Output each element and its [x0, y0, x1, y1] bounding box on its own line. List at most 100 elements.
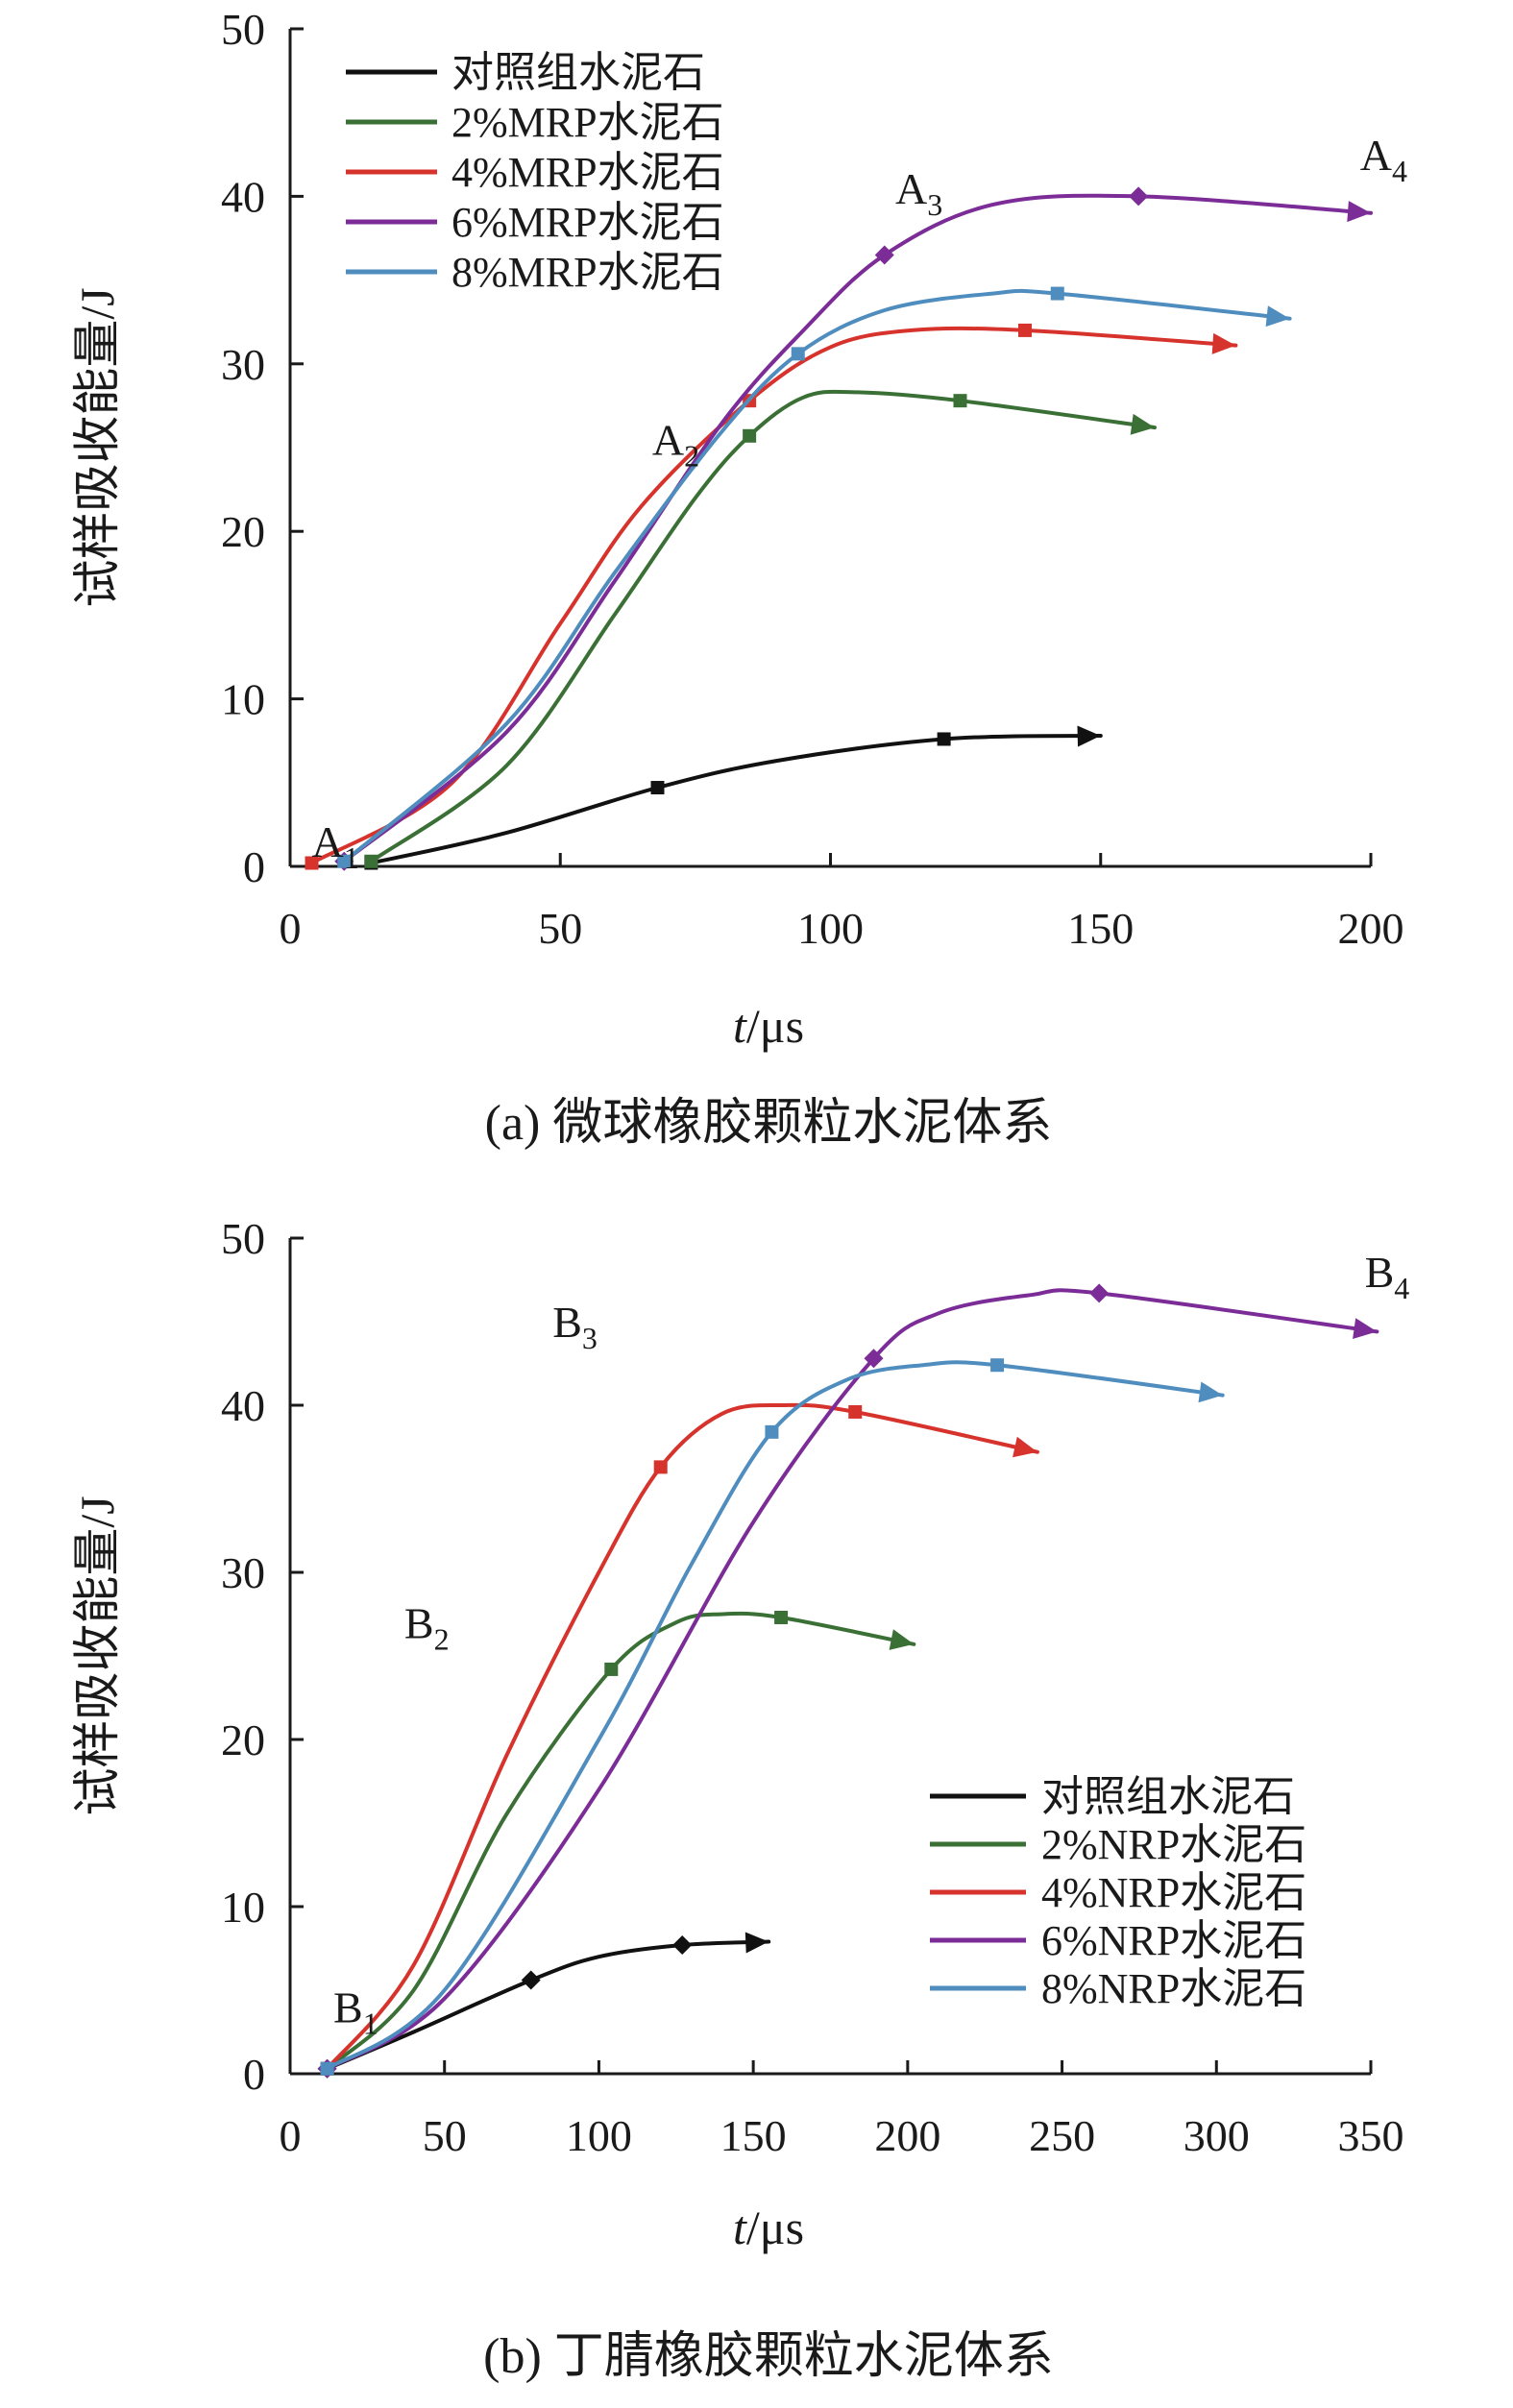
- x-tick-label: 50: [423, 2111, 467, 2160]
- legend-entry: 2%NRP水泥石: [1041, 1821, 1306, 1868]
- series-2: [320, 1610, 916, 2076]
- point-annotation: A4: [1360, 131, 1407, 188]
- data-point: [848, 1404, 863, 1419]
- x-tick-label: 200: [874, 2111, 940, 2160]
- series-line: [325, 1360, 1225, 2071]
- point-annotation: A1: [312, 817, 359, 875]
- point-annotation: B3: [552, 1298, 598, 1355]
- series-line: [369, 389, 1157, 863]
- data-point: [305, 856, 319, 870]
- x-tick-label: 300: [1184, 2111, 1250, 2160]
- point-annotation: B4: [1365, 1248, 1410, 1305]
- x-tick-label: 150: [1067, 904, 1134, 953]
- data-point: [320, 2061, 334, 2076]
- x-tick-label: 0: [280, 2111, 302, 2160]
- data-point: [672, 1935, 693, 1956]
- data-point: [604, 1662, 619, 1676]
- y-axis-title: 试样吸收能量/J: [70, 1496, 124, 1815]
- y-tick-label: 10: [221, 675, 265, 724]
- y-tick-label: 20: [221, 507, 265, 556]
- data-point: [953, 394, 967, 408]
- series-end-arrow: [1130, 413, 1155, 435]
- x-tick-label: 350: [1338, 2111, 1404, 2160]
- y-tick-label: 0: [243, 2050, 265, 2099]
- data-point: [743, 428, 757, 443]
- x-axis-title: t/μs: [733, 999, 804, 1053]
- data-point: [521, 1970, 541, 1990]
- data-point: [1129, 186, 1149, 207]
- data-point: [791, 347, 805, 361]
- point-annotation: A2: [652, 415, 699, 473]
- series-line: [325, 1939, 771, 2071]
- point-annotation: B1: [333, 1983, 378, 2041]
- x-tick-label: 150: [720, 2111, 787, 2160]
- series-line: [342, 288, 1292, 863]
- legend-entry: 4%MRP水泥石: [451, 149, 724, 196]
- data-point: [874, 245, 894, 265]
- data-point: [650, 781, 665, 795]
- panel-caption: (b) 丁腈橡胶颗粒水泥体系: [483, 2329, 1054, 2384]
- legend-entry: 8%MRP水泥石: [451, 249, 724, 296]
- legend-entry: 4%NRP水泥石: [1041, 1869, 1306, 1916]
- legend-entry: 2%MRP水泥石: [451, 99, 724, 146]
- y-tick-label: 50: [221, 1214, 265, 1263]
- y-axis-title: 试样吸收能量/J: [70, 287, 124, 607]
- y-tick-label: 20: [221, 1715, 265, 1764]
- y-tick-label: 10: [221, 1883, 265, 1932]
- x-tick-label: 250: [1029, 2111, 1095, 2160]
- y-tick-label: 40: [221, 1381, 265, 1430]
- data-point: [1018, 323, 1032, 337]
- y-tick-label: 30: [221, 340, 265, 389]
- chart-panel-a: 0 10 20 30 40 50 0 50 100 150 200 t/μs 试样吸收能量/J (a) 微…: [70, 5, 1407, 1151]
- x-tick-label: 200: [1338, 904, 1404, 953]
- x-axis-title: t/μs: [733, 2201, 804, 2254]
- series-end-arrow: [744, 1932, 769, 1954]
- x-tick-label: 50: [538, 904, 582, 953]
- y-tick-label: 0: [243, 842, 265, 891]
- data-point: [937, 732, 951, 746]
- data-point: [774, 1610, 789, 1624]
- series-5: [337, 286, 1292, 868]
- x-tick-label: 0: [280, 904, 302, 953]
- series-end-arrow: [1265, 305, 1290, 328]
- series-end-arrow: [1347, 201, 1371, 223]
- data-point: [990, 1358, 1005, 1373]
- series-line: [342, 193, 1373, 863]
- series-line: [325, 1611, 916, 2071]
- legend-entry: 对照组水泥石: [451, 49, 705, 96]
- series-1: [364, 725, 1103, 870]
- data-point: [765, 1424, 779, 1439]
- legend-entry: 6%MRP水泥石: [451, 199, 724, 246]
- data-point: [337, 854, 352, 868]
- y-tick-label: 50: [221, 5, 265, 54]
- series-end-arrow: [1353, 1318, 1378, 1339]
- series-end-arrow: [889, 1629, 915, 1650]
- x-tick-label: 100: [797, 904, 864, 953]
- series-5: [320, 1358, 1225, 2076]
- panel-caption: (a) 微球橡胶颗粒水泥体系: [485, 1096, 1053, 1151]
- series-line: [369, 734, 1103, 865]
- series-line: [325, 1402, 1039, 2071]
- data-point: [1050, 286, 1064, 301]
- data-point: [364, 854, 378, 868]
- x-tick-label: 100: [566, 2111, 632, 2160]
- series-3: [320, 1402, 1039, 2076]
- legend-entry: 对照组水泥石: [1041, 1773, 1295, 1820]
- y-tick-label: 30: [221, 1548, 265, 1597]
- data-point: [1089, 1283, 1110, 1303]
- y-tick-label: 40: [221, 172, 265, 221]
- series-line: [309, 326, 1238, 865]
- legend-entry: 6%NRP水泥石: [1041, 1917, 1306, 1964]
- legend-entry: 8%NRP水泥石: [1041, 1965, 1306, 2012]
- series-end-arrow: [1077, 725, 1101, 747]
- series-2: [364, 389, 1157, 868]
- point-annotation: B2: [404, 1598, 450, 1656]
- data-point: [864, 1349, 884, 1369]
- point-annotation: A3: [895, 164, 942, 222]
- data-point: [653, 1460, 668, 1474]
- chart-panel-b: 0 10 20 30 40 50 0 50 100 150 200 250 300 350 t/μs 试样吸收…: [70, 1214, 1409, 2384]
- series-end-arrow: [1198, 1381, 1223, 1403]
